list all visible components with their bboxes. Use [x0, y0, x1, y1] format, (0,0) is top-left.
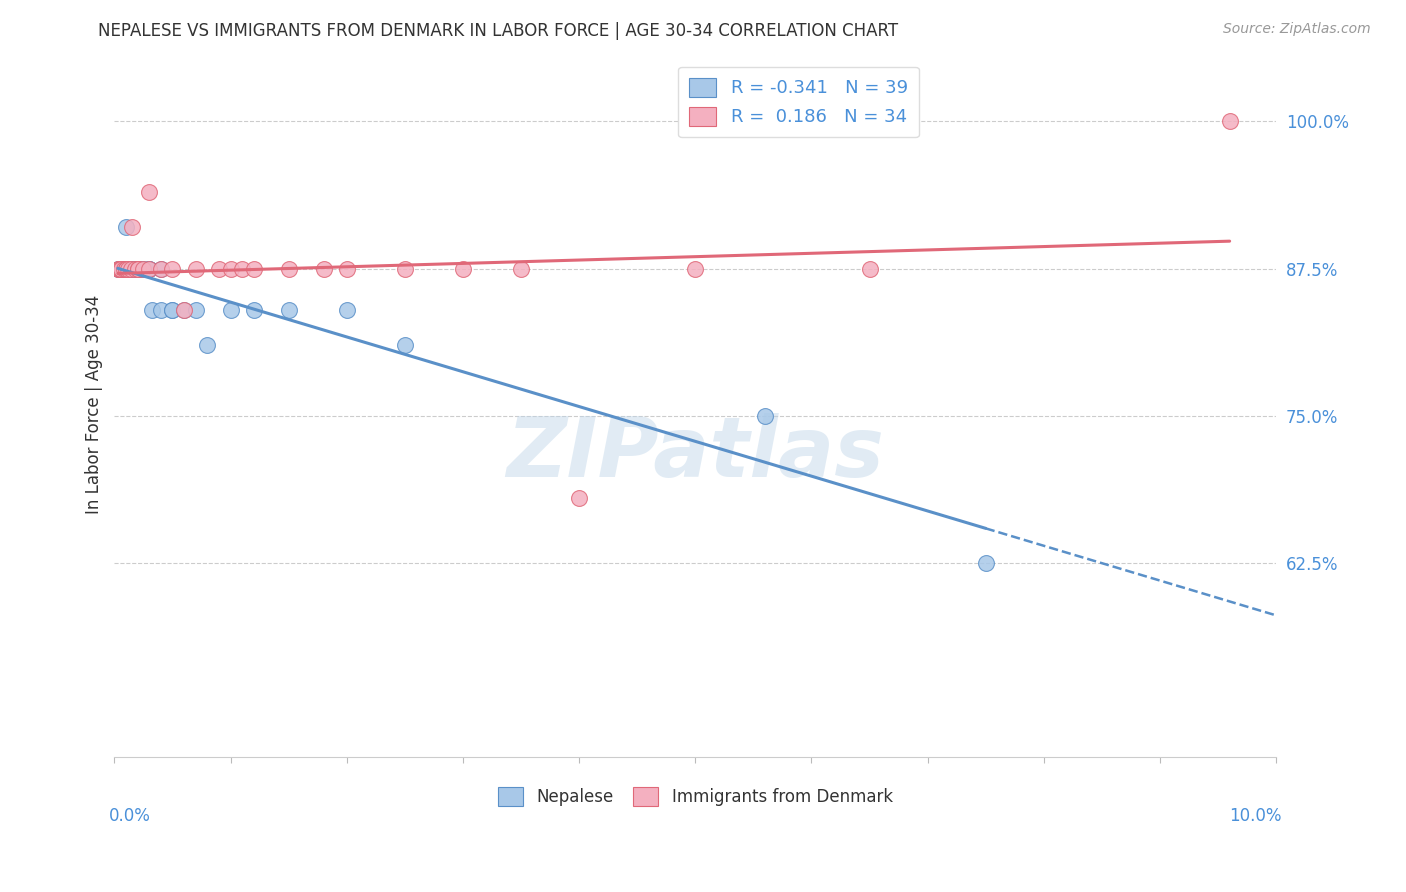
Point [243, 261, 266, 276]
Point [127, 261, 149, 276]
Point [110, 261, 132, 276]
Point [277, 302, 299, 317]
Point [394, 338, 416, 352]
Point [149, 302, 172, 317]
Point [124, 261, 146, 276]
Point [110, 261, 132, 276]
Point [394, 261, 416, 276]
Point [132, 261, 155, 276]
Point [336, 302, 359, 317]
Point [243, 302, 266, 317]
Text: 0.0%: 0.0% [108, 807, 150, 825]
Point [122, 261, 145, 276]
Point [115, 261, 138, 276]
Point [127, 261, 149, 276]
Point [312, 261, 335, 276]
Point [683, 261, 706, 276]
Point [107, 261, 129, 276]
Point [132, 261, 155, 276]
Point [118, 261, 141, 276]
Point [149, 261, 172, 276]
Point [336, 261, 359, 276]
Point [1219, 114, 1241, 128]
Point [184, 302, 207, 317]
Point [127, 261, 149, 276]
Point [112, 261, 135, 276]
Point [162, 302, 184, 317]
Point [754, 409, 776, 423]
Point [208, 261, 231, 276]
Point [108, 261, 131, 276]
Point [568, 491, 591, 506]
Point [138, 185, 160, 199]
Point [107, 261, 129, 276]
Point [138, 261, 160, 276]
Point [277, 261, 299, 276]
Point [138, 261, 160, 276]
Point [195, 338, 218, 352]
Point [124, 261, 146, 276]
Point [149, 261, 172, 276]
Point [115, 261, 138, 276]
Text: 10.0%: 10.0% [1229, 807, 1282, 825]
Point [858, 261, 880, 276]
Point [121, 261, 143, 276]
Point [510, 261, 533, 276]
Point [120, 261, 142, 276]
Point [138, 261, 160, 276]
Point [112, 261, 135, 276]
Point [173, 302, 195, 317]
Text: NEPALESE VS IMMIGRANTS FROM DENMARK IN LABOR FORCE | AGE 30-34 CORRELATION CHART: NEPALESE VS IMMIGRANTS FROM DENMARK IN L… [98, 22, 898, 40]
Point [127, 261, 149, 276]
Point [117, 261, 139, 276]
Point [173, 302, 195, 317]
Point [974, 556, 997, 570]
Point [117, 261, 139, 276]
Point [162, 302, 184, 317]
Point [162, 261, 184, 276]
Point [110, 261, 132, 276]
Point [127, 261, 149, 276]
Point [219, 302, 242, 317]
Point [110, 261, 132, 276]
Point [111, 261, 134, 276]
Point [219, 261, 242, 276]
Legend: Nepalese, Immigrants from Denmark: Nepalese, Immigrants from Denmark [491, 780, 900, 813]
Point [129, 261, 152, 276]
Point [451, 261, 474, 276]
Text: Source: ZipAtlas.com: Source: ZipAtlas.com [1223, 22, 1371, 37]
Point [115, 261, 138, 276]
Point [138, 261, 160, 276]
Point [108, 261, 131, 276]
Point [121, 220, 143, 235]
Point [115, 220, 138, 235]
Y-axis label: In Labor Force | Age 30-34: In Labor Force | Age 30-34 [86, 294, 103, 514]
Point [231, 261, 253, 276]
Text: ZIPatlas: ZIPatlas [506, 413, 884, 494]
Point [141, 302, 163, 317]
Point [122, 261, 145, 276]
Point [120, 261, 142, 276]
Point [184, 261, 207, 276]
Point [115, 261, 138, 276]
